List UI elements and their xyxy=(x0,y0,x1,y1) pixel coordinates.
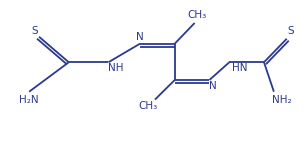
Text: NH: NH xyxy=(108,63,124,73)
Text: S: S xyxy=(287,26,294,36)
Text: HN: HN xyxy=(232,63,248,73)
Text: N: N xyxy=(136,32,144,42)
Text: H₂N: H₂N xyxy=(19,95,39,104)
Text: S: S xyxy=(32,26,38,36)
Text: CH₃: CH₃ xyxy=(138,101,158,111)
Text: CH₃: CH₃ xyxy=(187,10,206,20)
Text: N: N xyxy=(210,81,217,91)
Text: NH₂: NH₂ xyxy=(272,95,292,104)
